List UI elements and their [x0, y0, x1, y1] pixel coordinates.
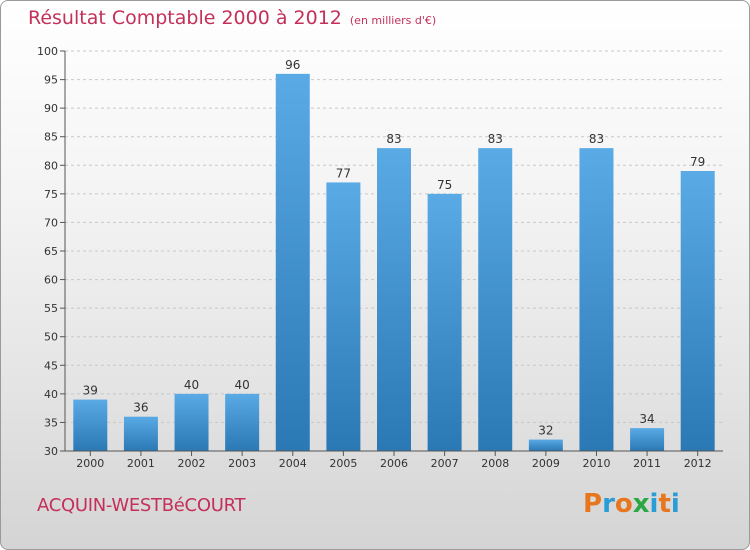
logo-letter: i [670, 489, 680, 519]
value-label: 75 [437, 178, 452, 192]
bar-2009 [528, 439, 563, 451]
bar-2001 [123, 416, 158, 451]
value-label: 40 [235, 378, 250, 392]
value-label: 39 [83, 384, 98, 398]
y-tick-labels: 30 35 40 45 50 55 60 65 70 75 80 85 90 95 100 [37, 45, 58, 458]
y-tick-label: 45 [44, 359, 58, 372]
x-tick-label: 2009 [532, 457, 560, 470]
value-label: 83 [488, 132, 503, 146]
x-tick-label: 2002 [178, 457, 206, 470]
value-label: 83 [589, 132, 604, 146]
bars [73, 73, 715, 451]
value-label: 77 [336, 166, 351, 180]
x-tick-label: 2011 [633, 457, 661, 470]
x-tick-label: 2008 [481, 457, 509, 470]
bar-2004 [275, 73, 310, 451]
title-text: Résultat Comptable 2000 à 2012 [28, 7, 342, 29]
bar-2006 [377, 148, 411, 451]
bar-2005 [326, 182, 361, 451]
chart-title: Résultat Comptable 2000 à 2012 (en millie… [28, 7, 436, 29]
y-tick-label: 65 [44, 245, 58, 258]
value-label: 79 [690, 155, 705, 169]
commune-name: ACQUIN-WESTBéCOURT [37, 495, 246, 516]
logo-letter: r [602, 489, 615, 519]
value-label: 96 [285, 58, 300, 72]
axes [60, 50, 723, 456]
x-tick-labels: 2000 2001 2002 2003 2004 2005 2006 2007 2008 2009… [76, 457, 711, 470]
value-label: 40 [184, 378, 199, 392]
x-tick-label: 2000 [76, 457, 104, 470]
bar-2003 [225, 393, 260, 451]
x-tick-label: 2006 [380, 457, 408, 470]
logo-letter: i [649, 489, 659, 519]
logo-letter: t [658, 489, 671, 519]
y-tick-label: 35 [44, 416, 58, 429]
y-tick-label: 70 [44, 216, 58, 229]
y-tick-label: 95 [44, 74, 58, 87]
x-tick-label: 2012 [684, 457, 712, 470]
bar-2011 [630, 428, 665, 451]
bar-2000 [73, 399, 108, 451]
x-tick-label: 2003 [228, 457, 256, 470]
bar-2007 [427, 193, 462, 451]
logo-letter: o [614, 489, 633, 519]
proxiti-logo: Proxiti [583, 489, 680, 519]
y-tick-label: 90 [44, 102, 58, 115]
y-tick-label: 60 [44, 274, 58, 287]
logo-letter: x [632, 489, 650, 519]
y-tick-label: 75 [44, 188, 58, 201]
y-tick-label: 40 [44, 388, 58, 401]
bar-2002 [174, 393, 209, 451]
y-tick-label: 100 [37, 45, 58, 58]
y-tick-label: 85 [44, 131, 58, 144]
value-label: 32 [538, 424, 553, 438]
x-tick-label: 2010 [582, 457, 610, 470]
y-tick-label: 30 [44, 445, 58, 458]
x-tick-label: 2007 [431, 457, 459, 470]
logo-letter: P [583, 489, 603, 519]
value-labels: 39 36 40 40 96 77 83 75 83 32 83 34 79 [83, 58, 706, 438]
y-tick-label: 80 [44, 159, 58, 172]
y-tick-label: 50 [44, 331, 58, 344]
x-tick-label: 2004 [279, 457, 307, 470]
bar-2012 [680, 171, 715, 451]
y-tick-label: 55 [44, 302, 58, 315]
value-label: 83 [386, 132, 401, 146]
unit-label: (en milliers d'€) [349, 14, 437, 27]
x-tick-label: 2005 [329, 457, 357, 470]
bar-2008 [478, 148, 513, 451]
value-label: 34 [639, 412, 654, 426]
bar-2010 [579, 148, 614, 451]
x-tick-label: 2001 [127, 457, 155, 470]
value-label: 36 [133, 401, 148, 415]
